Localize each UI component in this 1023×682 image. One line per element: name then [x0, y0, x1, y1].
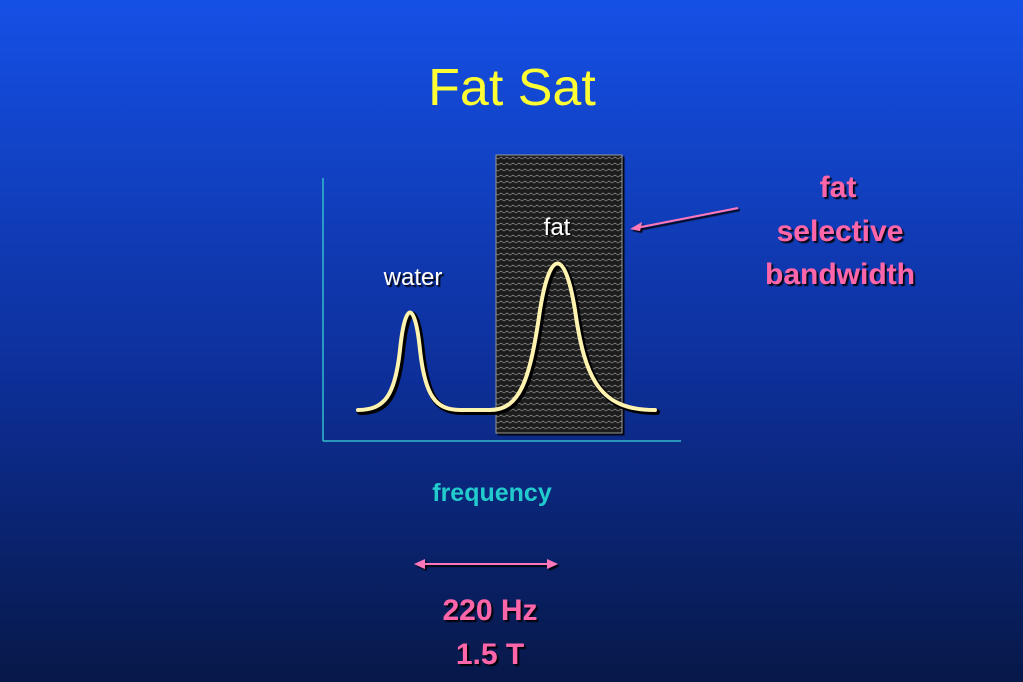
bandwidth-label: fat [820, 171, 857, 204]
separation-field: 1.5 T [456, 638, 524, 671]
spectrum [356, 261, 657, 412]
pointer-arrow [630, 207, 739, 231]
water-label: water [383, 264, 443, 291]
bandwidth-label: selective [777, 215, 904, 248]
axis-label: frequency [432, 479, 552, 507]
title: Fat Sat [428, 59, 596, 117]
separation-arrow [414, 559, 558, 569]
separation-hz: 220 Hz [442, 594, 537, 627]
bandwidth-label: bandwidth [765, 258, 915, 291]
fat-label: fat [544, 214, 571, 241]
